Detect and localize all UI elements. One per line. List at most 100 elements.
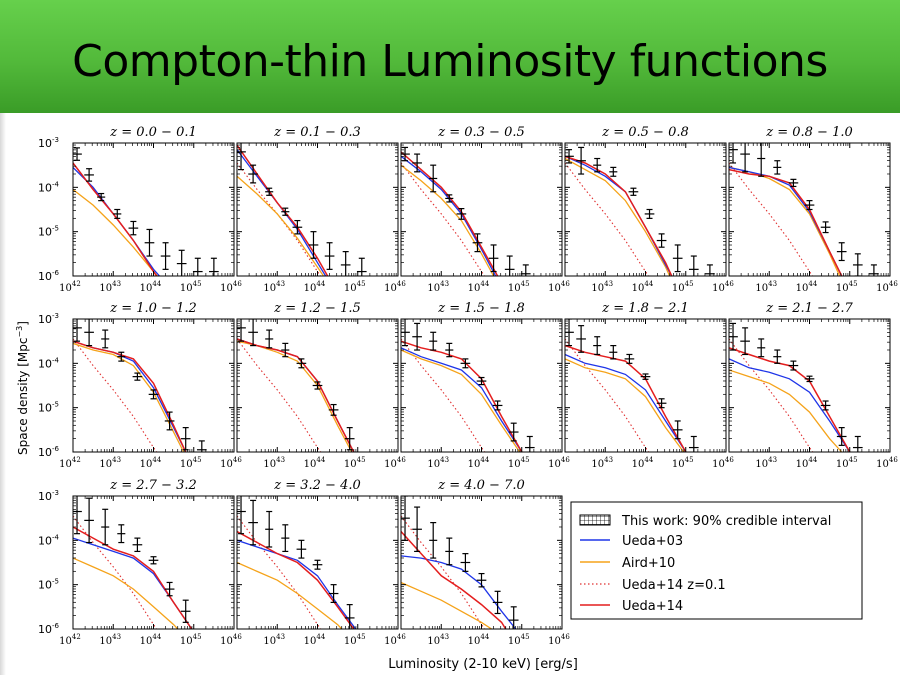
x-tick-label: 1045	[508, 280, 530, 294]
ueda14z01-curve	[73, 515, 158, 629]
data-point	[281, 342, 290, 358]
panel-plot-area	[401, 319, 535, 452]
panel-plot-area	[729, 143, 879, 276]
panel: z = 1.0 − 1.2 1042 1043 1044 1045 1046 10-3 10-…	[38, 301, 242, 470]
panel: z = 0.8 − 1.0 1043 1044 1045 1046	[728, 125, 898, 294]
ueda03-curve	[237, 149, 327, 276]
y-tick-label: 10-5	[38, 578, 59, 592]
data-point	[292, 219, 303, 235]
legend: This work: 90% credible interval Ueda+03…	[570, 501, 863, 620]
data-point	[804, 375, 815, 383]
x-tick-label: 1044	[140, 280, 162, 294]
panel-title: z = 2.1 − 2.7	[765, 301, 853, 316]
legend-hatch-swatch	[579, 514, 611, 526]
data-point	[324, 242, 335, 270]
y-axis-label: Space density [Mpc−3]	[15, 321, 30, 455]
x-tick-label: 1044	[468, 633, 490, 647]
ueda14z01-curve	[401, 162, 486, 276]
data-point	[757, 143, 766, 177]
panel: z = 4.0 − 7.0 1043 1044 1045 1046	[400, 478, 570, 647]
aird10-curve	[73, 342, 185, 452]
y-tick-label: 10-3	[38, 489, 59, 503]
ueda03-curve	[565, 353, 687, 452]
data-point	[344, 604, 355, 629]
ueda14-curve	[73, 340, 187, 452]
data-point	[192, 257, 203, 276]
x-tick-label: 1046	[384, 633, 406, 647]
data-point	[476, 572, 487, 588]
data-point	[445, 342, 454, 358]
x-tick-label: 1043	[427, 280, 449, 294]
data-point	[576, 325, 586, 353]
data-point	[356, 257, 367, 276]
data-point	[609, 345, 618, 360]
data-point	[609, 166, 618, 177]
data-point	[476, 376, 487, 386]
data-point	[265, 329, 274, 349]
panel-frame	[400, 495, 563, 630]
data-point	[628, 187, 639, 196]
aird10-curve	[237, 340, 353, 452]
data-point	[128, 220, 139, 236]
y-tick-label: 10-6	[38, 445, 60, 459]
panel-title: z = 4.0 − 7.0	[437, 478, 525, 493]
ueda03-curve	[401, 555, 517, 629]
ueda14z01-curve	[237, 515, 322, 629]
x-tick-label: 1043	[99, 633, 121, 647]
data-point	[488, 244, 499, 273]
data-point	[237, 143, 246, 171]
data-point	[117, 524, 126, 544]
data-point	[281, 524, 290, 553]
data-point	[508, 422, 519, 442]
data-point	[180, 427, 191, 451]
x-tick-label: 1043	[263, 633, 285, 647]
data-point	[180, 599, 191, 623]
x-tick-label: 1043	[427, 633, 449, 647]
panel: z = 0.1 − 0.3 1043 1044 1045 1046	[236, 125, 406, 294]
x-tick-label: 1045	[836, 456, 858, 470]
x-tick-label: 1046	[876, 280, 898, 294]
panel: z = 3.2 − 4.0 1043 1044 1045 1046	[236, 478, 406, 647]
panel-title: z = 1.0 − 1.2	[109, 301, 197, 316]
panel-frame	[236, 142, 399, 277]
aird10-curve	[729, 369, 843, 452]
panel-plot-area	[237, 143, 367, 276]
data-point	[281, 207, 290, 216]
data-point	[429, 331, 438, 351]
data-point	[460, 358, 471, 369]
data-point	[852, 253, 863, 276]
data-point	[265, 187, 274, 196]
x-tick-label: 1046	[220, 633, 242, 647]
x-tick-label: 1045	[672, 280, 694, 294]
data-point	[445, 194, 454, 203]
x-tick-label: 1042	[59, 456, 81, 470]
data-point	[84, 168, 94, 182]
data-point	[640, 373, 651, 380]
x-tick-label: 1045	[180, 633, 202, 647]
panel-title: z = 0.5 − 0.8	[601, 125, 689, 140]
ueda03-curve	[237, 539, 357, 629]
y-tick-label: 10-5	[38, 401, 59, 415]
panel-title: z = 1.5 − 1.8	[437, 301, 525, 316]
data-point	[312, 381, 323, 390]
panel: z = 2.7 − 3.2 1042 1043 1044 1045 1046 10-3 10-…	[38, 478, 242, 647]
aird10-curve	[73, 557, 179, 629]
panel-plot-area	[565, 319, 699, 452]
data-point	[164, 411, 175, 431]
panel: z = 1.8 − 2.1 1043 1044 1045 1046	[564, 301, 734, 470]
panel: z = 0.3 − 0.5 1043 1044 1045 1046	[400, 125, 570, 294]
panel-frame	[564, 142, 727, 277]
data-point	[148, 389, 159, 400]
panel-title: z = 0.3 − 0.5	[437, 125, 525, 140]
x-tick-label: 1046	[712, 280, 734, 294]
data-point	[296, 539, 307, 559]
legend-label: This work: 90% credible interval	[621, 514, 831, 529]
data-point	[688, 435, 699, 452]
x-tick-label: 1043	[755, 280, 777, 294]
x-tick-label: 1043	[99, 280, 121, 294]
x-tick-label: 1043	[591, 456, 613, 470]
panel-title: z = 0.8 − 1.0	[765, 125, 853, 140]
data-point	[593, 336, 602, 356]
legend-box	[570, 501, 863, 620]
aird10-curve	[401, 349, 521, 452]
